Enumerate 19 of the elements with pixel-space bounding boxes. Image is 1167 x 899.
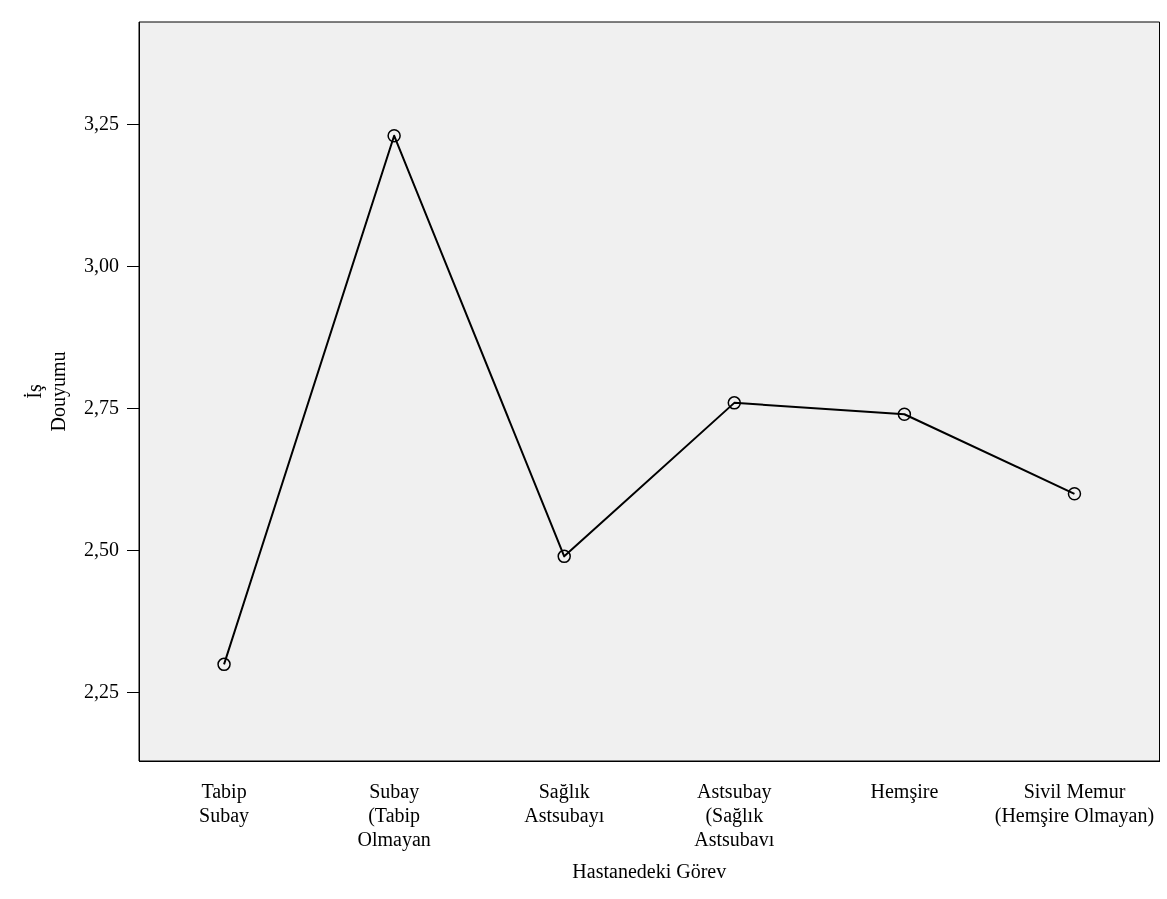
point xyxy=(897,407,912,421)
x-tick-label: Sağlık Astsubayı xyxy=(524,780,605,828)
point xyxy=(387,128,401,143)
x-axis-title: Hastanedeki Görev xyxy=(572,860,727,883)
y-tick-label: 2,50 xyxy=(84,537,119,560)
point xyxy=(557,549,571,564)
y-tick-label: 3,25 xyxy=(84,111,119,134)
point xyxy=(1067,487,1082,501)
y-tick-label: 2,25 xyxy=(84,680,119,703)
y-tick-label: 2,75 xyxy=(84,395,119,418)
x-tick-label: Tabip Subay xyxy=(199,780,250,828)
x-tick-label: Sivil Memur (Hemşire Olmayan) xyxy=(994,780,1155,828)
y-axis-title: İş Douyumu xyxy=(23,351,71,432)
point xyxy=(727,396,742,410)
point xyxy=(217,657,231,672)
y-tick-label: 3,00 xyxy=(84,253,119,276)
x-tick-label: Hemşire xyxy=(870,780,939,804)
x-tick-label: Subay (Tabip Olmayan xyxy=(357,780,431,852)
x-tick-label: Astsubay (Sağlık Astsubavı xyxy=(694,780,775,851)
